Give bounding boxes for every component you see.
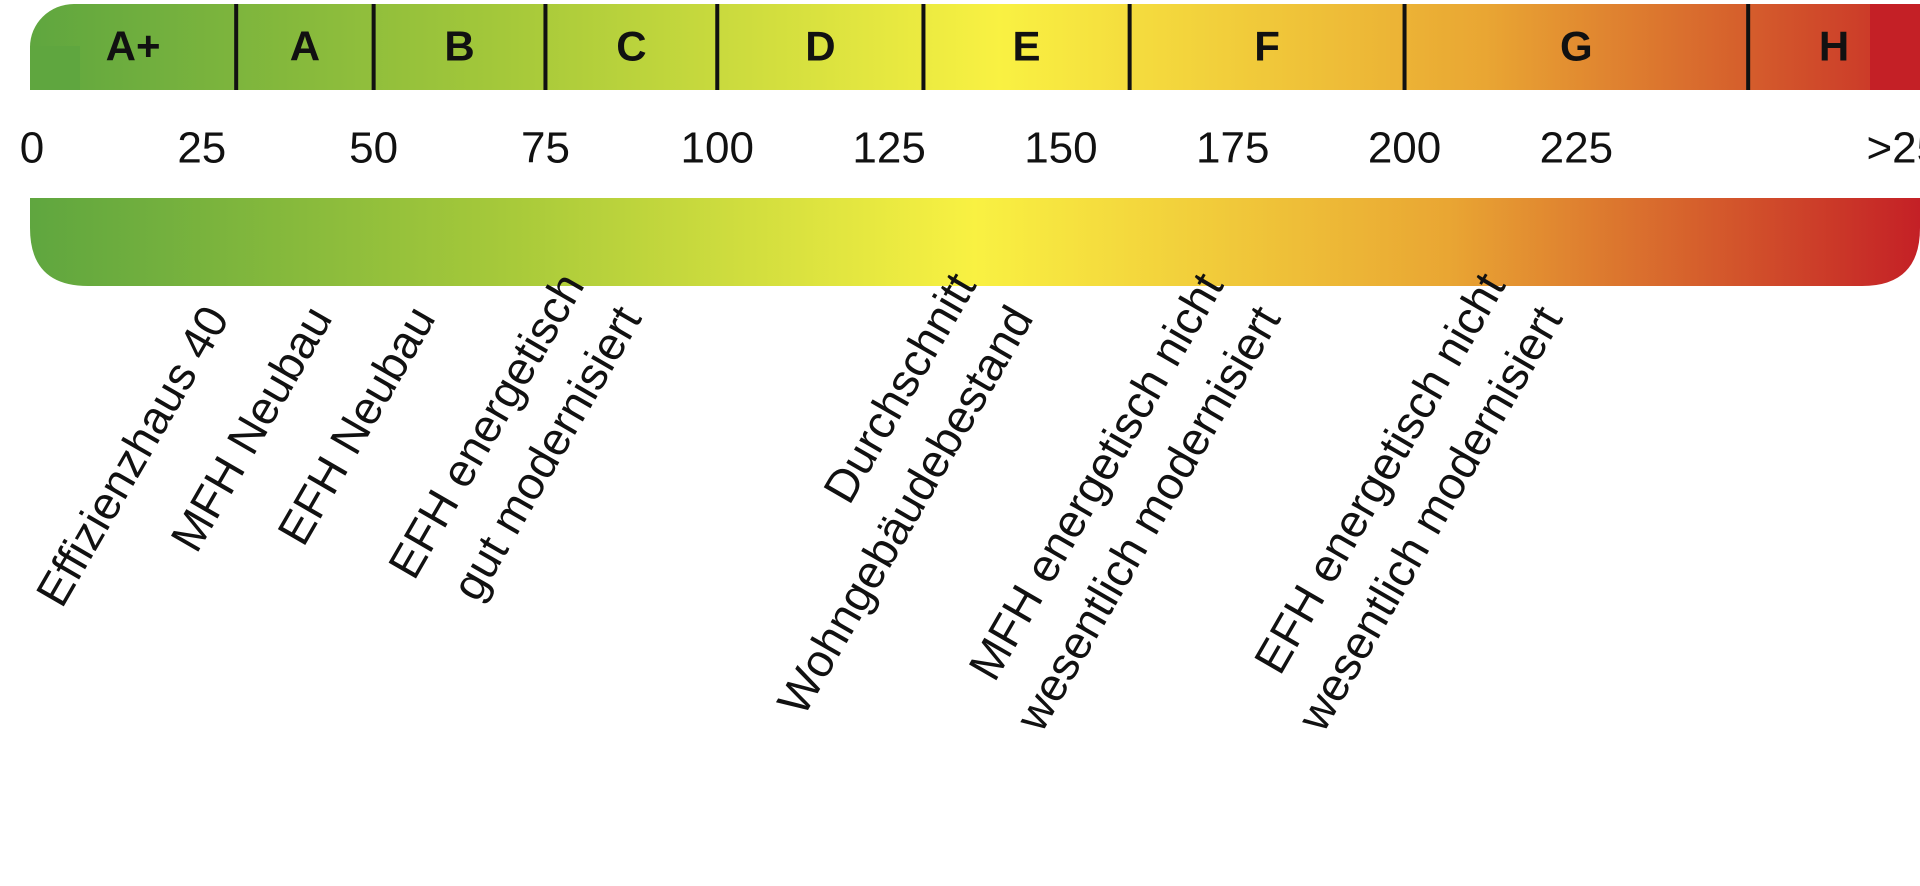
- class-bar-end: [1870, 4, 1920, 90]
- class-label-c: C: [616, 23, 646, 70]
- tick-label: 50: [349, 124, 398, 173]
- class-label-a: A: [290, 23, 320, 70]
- tick-label: 0: [20, 124, 44, 173]
- tick-label: >250: [1866, 124, 1920, 173]
- gradient-scale-bar: [30, 198, 1920, 286]
- tick-label: 200: [1368, 124, 1441, 173]
- tick-label: 225: [1540, 124, 1613, 173]
- class-label-h: H: [1819, 23, 1849, 70]
- class-bar-fill: [30, 4, 1920, 90]
- class-label-f: F: [1254, 23, 1280, 70]
- tick-label: 175: [1196, 124, 1269, 173]
- efficiency-class-bar: A+ A B C D E F G H: [30, 4, 1920, 90]
- energy-value-axis: 0 25 50 75 100 125 150 175 200 225 >250: [20, 124, 1920, 173]
- class-label-g: G: [1560, 23, 1593, 70]
- tick-label: 150: [1024, 124, 1097, 173]
- class-label-b: B: [444, 23, 474, 70]
- tick-label: 100: [681, 124, 754, 173]
- class-bar-corner: [30, 46, 80, 90]
- tick-label: 75: [521, 124, 570, 173]
- class-label-aplus: A+: [106, 23, 161, 70]
- class-label-e: E: [1013, 23, 1041, 70]
- tick-label: 25: [177, 124, 226, 173]
- class-label-d: D: [805, 23, 835, 70]
- tick-label: 125: [852, 124, 925, 173]
